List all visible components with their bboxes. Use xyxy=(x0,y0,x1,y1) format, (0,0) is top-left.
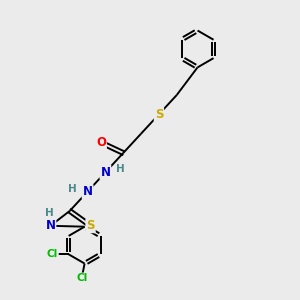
Text: O: O xyxy=(96,136,106,149)
Text: N: N xyxy=(100,166,110,179)
Text: Cl: Cl xyxy=(76,273,87,284)
Text: S: S xyxy=(155,108,163,121)
Text: S: S xyxy=(86,219,95,232)
Text: H: H xyxy=(46,208,54,218)
Text: H: H xyxy=(68,184,76,194)
Text: Cl: Cl xyxy=(47,249,58,259)
Text: N: N xyxy=(45,219,56,232)
Text: H: H xyxy=(116,164,125,174)
Text: N: N xyxy=(82,185,93,198)
